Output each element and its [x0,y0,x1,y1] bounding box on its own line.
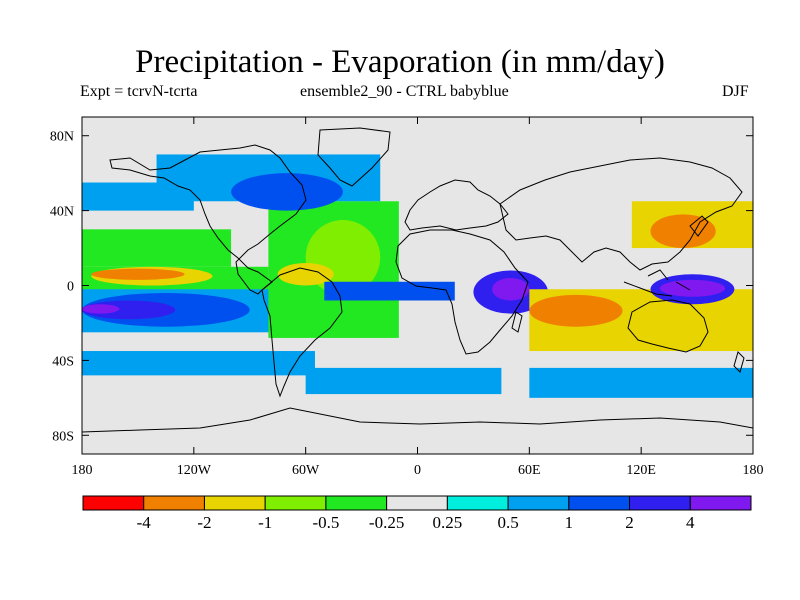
lat-tick-label: 80S [52,429,74,444]
colorbar-swatch-8 [568,495,631,511]
colorbar-label: -0.25 [369,513,404,532]
coastline-indonesia [623,269,691,297]
coastline-south-america [261,267,343,398]
contour-region-25 [231,173,343,211]
contour-fill-layer [82,117,753,454]
contour-region-17 [492,278,530,301]
latitude-axis: 80N 40N 0 40S 80S [50,130,753,444]
colorbar-label: 0.5 [497,513,518,532]
colorbar-swatch-10 [689,495,752,511]
colorbar: -4 -2 -1 -0.5 -0.25 0.25 0.5 1 2 4 [82,495,752,532]
contour-region-2 [305,367,502,395]
lat-tick-label: 0 [67,280,74,295]
colorbar-swatch-9 [629,495,691,511]
lon-tick-label: 180 [72,463,93,478]
lat-tick-label: 80N [50,130,74,145]
contour-region-4 [82,229,232,267]
contour-region-15 [324,281,455,301]
coastline-australia [627,299,709,353]
coastline-north-america [109,144,307,295]
lon-tick-label: 60W [292,463,320,478]
lon-tick-label: 120W [177,463,212,478]
colorbar-swatch-3 [264,495,327,511]
colorbar-label: 0.25 [432,513,462,532]
colorbar-label: 2 [625,513,634,532]
plot-title: Precipitation - Evaporation (in mm/day) [135,44,665,80]
coastline-new-zealand [733,351,745,373]
coastline-madagascar [511,311,523,333]
colorbar-label: -2 [197,513,211,532]
coastline-asia [499,157,743,271]
colorbar-label: 1 [565,513,574,532]
contour-region-21 [659,279,726,297]
colorbar-label: -4 [137,513,152,532]
contour-region-11 [82,304,120,314]
coastline-africa [395,229,529,355]
lon-tick-label: 0 [414,463,421,478]
colorbar-swatch-7 [507,495,570,511]
experiment-label: Expt = tcrvN-tcrta [80,83,198,100]
coastline-layer [82,127,753,433]
contour-region-26 [82,182,194,211]
coastline-greenland [317,127,391,187]
longitude-axis: 180 120W 60W 0 60E 120E 180 [72,117,764,478]
colorbar-swatch-6 [446,495,509,511]
colorbar-swatch-1 [143,495,205,511]
lon-tick-label: 180 [743,463,764,478]
contour-region-14 [277,263,334,286]
colorbar-swatch-0 [82,495,145,511]
colorbar-label: -1 [258,513,272,532]
coastline-japan [689,215,709,237]
lon-tick-label: 60E [518,463,541,478]
colorbar-swatch-5 [386,495,448,511]
coastline-antarctica [82,407,753,433]
colorbar-label: 4 [686,513,695,532]
lon-tick-label: 120E [626,463,656,478]
contour-region-19 [529,294,623,327]
lat-tick-label: 40N [50,205,74,220]
lat-tick-label: 40S [52,354,74,369]
colorbar-label: -0.5 [312,513,339,532]
contour-region-1 [82,351,315,376]
contour-region-7 [91,268,185,280]
colorbar-swatch-2 [203,495,266,511]
colorbar-swatch-4 [325,495,388,511]
season-label: DJF [722,83,749,100]
contour-region-3 [529,367,753,398]
comparison-label: ensemble2_90 - CTRL babyblue [300,83,509,100]
